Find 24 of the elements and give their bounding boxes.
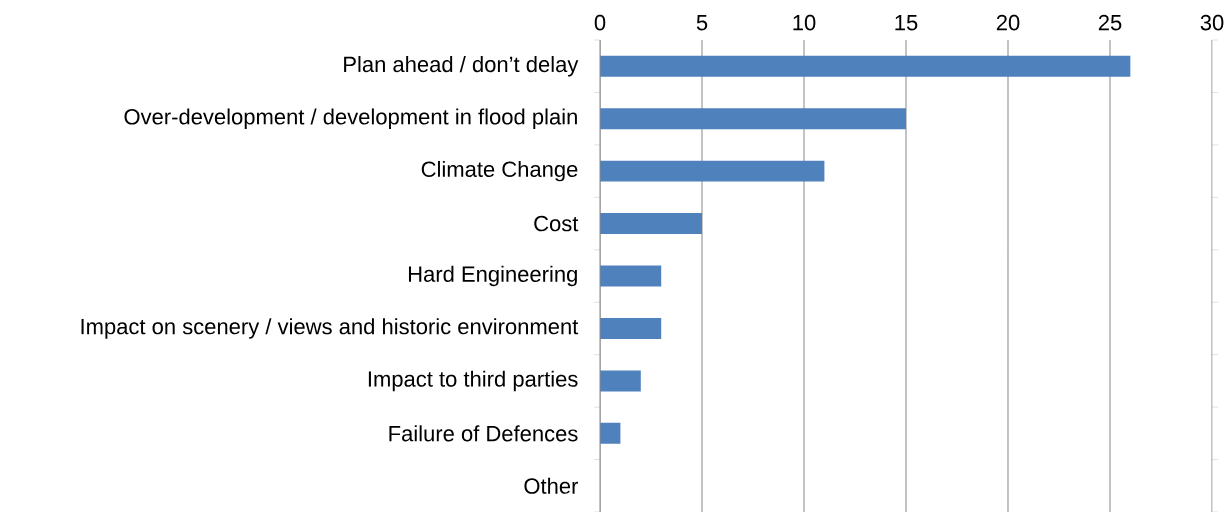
x-tick-label: 20: [996, 14, 1020, 31]
x-tick-label: 10: [793, 14, 816, 31]
y-tick-label: Plan ahead / don’t delay: [344, 55, 579, 77]
y-tick-label: Other: [524, 477, 579, 494]
y-tick-label: Climate Change: [421, 160, 578, 182]
y-tick-label: Failure of Defences: [389, 425, 578, 442]
x-tick-label: 25: [1098, 14, 1122, 31]
x-tick-label: 0: [594, 14, 606, 31]
bar: [600, 160, 825, 182]
y-tick-label: Hard Engineering: [408, 265, 577, 287]
x-tick-label: 15: [895, 15, 918, 31]
bar: [600, 55, 1131, 77]
y-tick-label: Impact on scenery / views and historic environment: [81, 318, 579, 339]
x-tick-label: 5: [696, 15, 708, 31]
bar: [600, 108, 906, 130]
y-tick-label: Cost: [534, 215, 579, 232]
x-tick-label: 30: [1200, 14, 1224, 31]
y-tick-label: Over-development / development in flood plain: [124, 108, 577, 129]
bar: [600, 370, 641, 392]
y-tick-label: Impact to third parties: [368, 370, 578, 392]
bar: [600, 422, 621, 444]
bar: [600, 317, 662, 339]
bar: [600, 213, 702, 235]
bar: [600, 265, 662, 287]
